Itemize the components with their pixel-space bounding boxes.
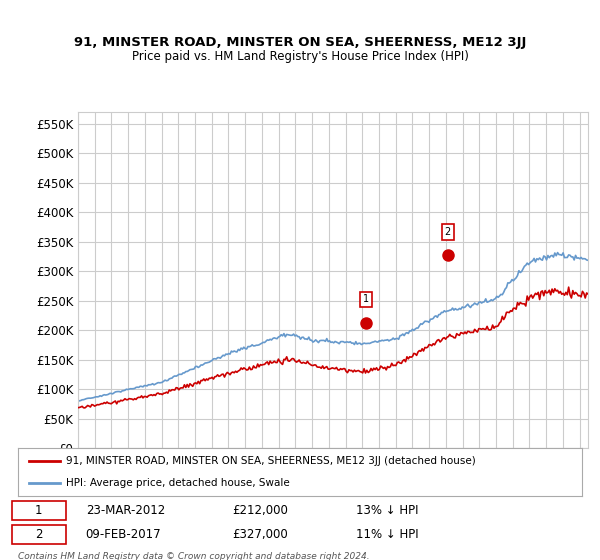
Text: 2: 2 (35, 528, 43, 540)
FancyBboxPatch shape (13, 501, 66, 520)
Text: HPI: Average price, detached house, Swale: HPI: Average price, detached house, Swal… (66, 478, 290, 488)
Text: 1: 1 (363, 295, 369, 305)
Text: 23-MAR-2012: 23-MAR-2012 (86, 504, 165, 517)
Text: 1: 1 (35, 504, 43, 517)
Text: 09-FEB-2017: 09-FEB-2017 (86, 528, 161, 540)
Text: £212,000: £212,000 (232, 504, 288, 517)
Text: Price paid vs. HM Land Registry's House Price Index (HPI): Price paid vs. HM Land Registry's House … (131, 50, 469, 63)
Text: £327,000: £327,000 (232, 528, 288, 540)
Text: 13% ↓ HPI: 13% ↓ HPI (356, 504, 419, 517)
FancyBboxPatch shape (13, 525, 66, 544)
Text: 2: 2 (445, 227, 451, 237)
Text: 91, MINSTER ROAD, MINSTER ON SEA, SHEERNESS, ME12 3JJ (detached house): 91, MINSTER ROAD, MINSTER ON SEA, SHEERN… (66, 456, 476, 466)
Text: 91, MINSTER ROAD, MINSTER ON SEA, SHEERNESS, ME12 3JJ: 91, MINSTER ROAD, MINSTER ON SEA, SHEERN… (74, 36, 526, 49)
Text: 11% ↓ HPI: 11% ↓ HPI (356, 528, 419, 540)
Text: Contains HM Land Registry data © Crown copyright and database right 2024.
This d: Contains HM Land Registry data © Crown c… (18, 552, 370, 560)
